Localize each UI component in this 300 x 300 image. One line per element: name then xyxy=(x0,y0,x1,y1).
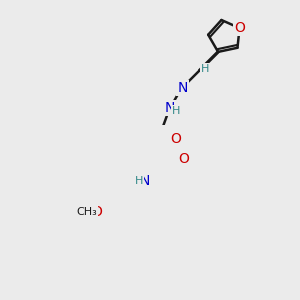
Text: N: N xyxy=(165,101,175,115)
Text: CH₃: CH₃ xyxy=(76,207,97,217)
Text: H: H xyxy=(135,176,143,186)
Text: N: N xyxy=(177,81,188,95)
Text: O: O xyxy=(234,21,245,35)
Text: H: H xyxy=(201,64,209,74)
Text: O: O xyxy=(91,205,102,219)
Text: O: O xyxy=(170,132,181,146)
Text: H: H xyxy=(172,106,180,116)
Text: O: O xyxy=(178,152,189,166)
Text: N: N xyxy=(139,174,149,188)
